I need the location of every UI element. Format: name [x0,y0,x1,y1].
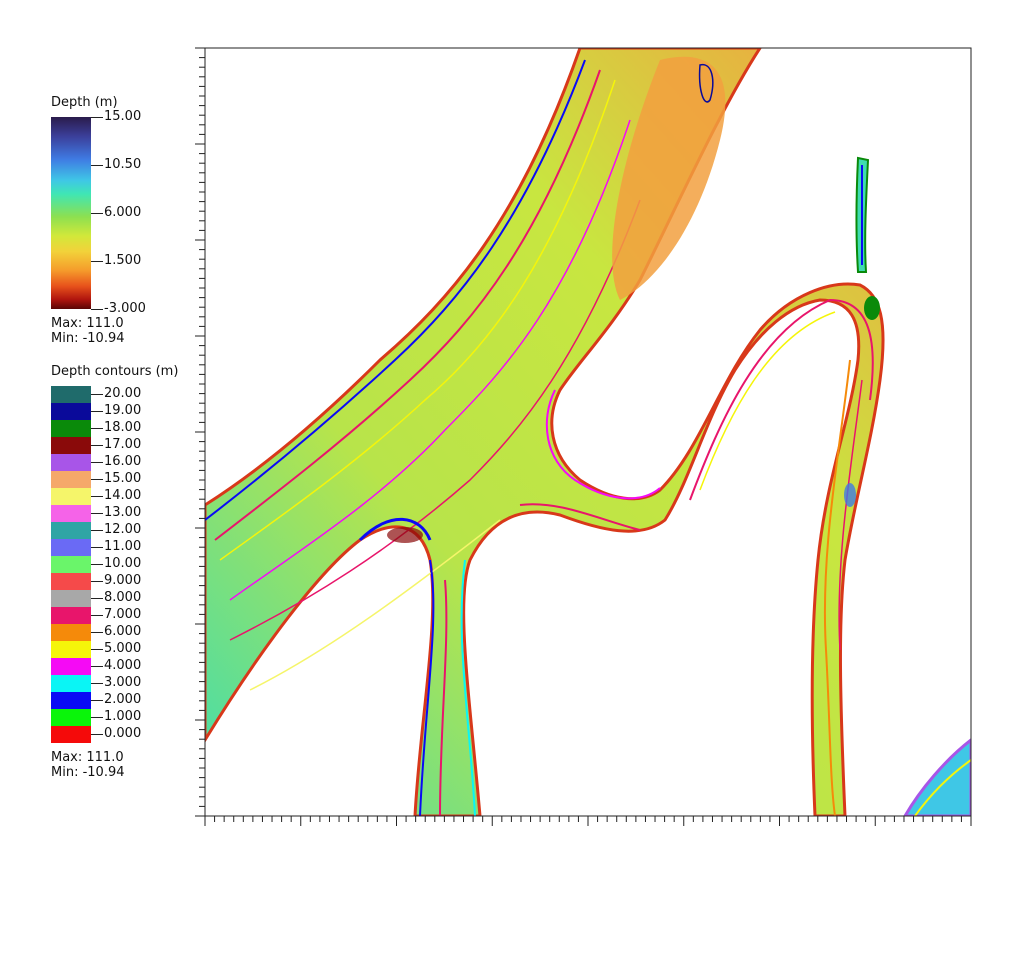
depth-min-label: Min: -10.94 [51,331,125,346]
contour-swatch [51,726,91,743]
contour-swatch [51,675,91,692]
contour-tick-mark [91,649,103,650]
contour-tick-mark [91,513,103,514]
contour-swatch [51,522,91,539]
contour-swatch [51,454,91,471]
depth-tick-label: -3.000 [104,301,146,316]
contour-label: 14.00 [104,488,142,503]
depth-tick-label: 1.500 [104,253,142,268]
contour-swatch [51,709,91,726]
contour-swatch [51,607,91,624]
contour-label: 6.000 [104,624,142,639]
contour-tick-mark [91,445,103,446]
contour-swatch [51,505,91,522]
contour-swatch [51,488,91,505]
contour-swatch [51,590,91,607]
contour-tick-mark [91,598,103,599]
depth-max-label: Max: 111.0 [51,316,124,331]
depth-legend-title: Depth (m) [51,95,118,110]
contour-swatch [51,539,91,556]
contour-label: 18.00 [104,420,142,435]
contour-label: 12.00 [104,522,142,537]
contour-tick-mark [91,547,103,548]
depth-tick-mark [91,165,103,166]
contour-label: 20.00 [104,386,142,401]
contour-label: 11.00 [104,539,142,554]
contour-label: 8.000 [104,590,142,605]
contour-label: 19.00 [104,403,142,418]
contour-label: 4.000 [104,658,142,673]
contour-swatch [51,556,91,573]
contour-tick-mark [91,615,103,616]
contour-swatch [51,624,91,641]
contour-swatch [51,386,91,403]
contour-tick-mark [91,666,103,667]
channel-layer [205,48,971,816]
contour-tick-mark [91,700,103,701]
depth-tick-mark [91,261,103,262]
contour-label: 5.000 [104,641,142,656]
contour-swatch [51,471,91,488]
contour-tick-mark [91,428,103,429]
depth-tick-label: 15.00 [104,109,142,124]
contour-label: 1.000 [104,709,142,724]
contour-label: 7.000 [104,607,142,622]
depth-tick-label: 10.50 [104,157,142,172]
contour-label: 10.00 [104,556,142,571]
depth-tick-label: 6.000 [104,205,142,220]
contour-label: 2.000 [104,692,142,707]
contour-label: 15.00 [104,471,142,486]
contour-tick-mark [91,530,103,531]
contour-label: 3.000 [104,675,142,690]
contour-label: 16.00 [104,454,142,469]
depth-colorbar [51,117,91,309]
depth-tick-mark [91,309,103,310]
contour-swatch [51,692,91,709]
contour-tick-mark [91,496,103,497]
contour-tick-mark [91,632,103,633]
contour-tick-mark [91,394,103,395]
contour-swatch [51,420,91,437]
contour-tick-mark [91,717,103,718]
contour-label: 0.000 [104,726,142,741]
contour-swatch [51,641,91,658]
depth-tick-mark [91,117,103,118]
contour-swatch [51,573,91,590]
contour-legend-title: Depth contours (m) [51,364,179,379]
contour-min-label: Min: -10.94 [51,765,125,780]
contour-tick-mark [91,683,103,684]
contour-tick-mark [91,462,103,463]
contour-max-label: Max: 111.0 [51,750,124,765]
depth-tick-mark [91,213,103,214]
contour-swatch [51,658,91,675]
axis-ticks [195,47,972,826]
main-channel [205,48,885,816]
contour-tick-mark [91,564,103,565]
contour-tick-mark [91,479,103,480]
contour-swatch [51,437,91,454]
contour-tick-mark [91,581,103,582]
contour-label: 17.00 [104,437,142,452]
contour-tick-mark [91,734,103,735]
contour-tick-mark [91,411,103,412]
contour-swatch [51,403,91,420]
contour-label: 13.00 [104,505,142,520]
contour-label: 9.000 [104,573,142,588]
